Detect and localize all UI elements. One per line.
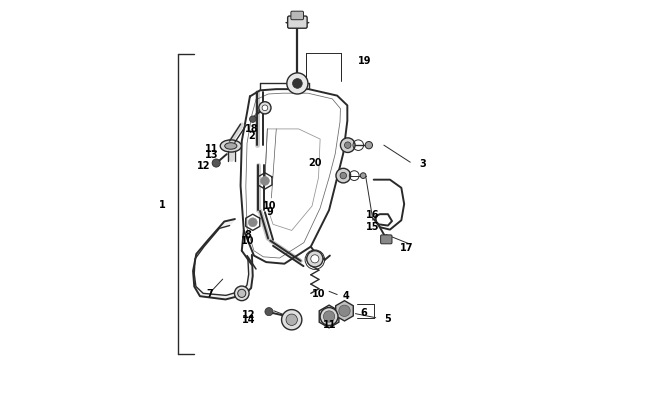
Text: 20: 20 <box>308 158 322 168</box>
Text: 14: 14 <box>242 315 255 324</box>
Circle shape <box>238 290 246 298</box>
Circle shape <box>307 251 323 267</box>
Text: 10: 10 <box>241 235 255 245</box>
Circle shape <box>360 173 366 179</box>
Circle shape <box>292 79 302 89</box>
Text: 6: 6 <box>360 307 367 317</box>
Ellipse shape <box>220 141 241 153</box>
Text: 5: 5 <box>385 313 391 323</box>
Polygon shape <box>193 220 253 300</box>
Text: 8: 8 <box>244 229 252 239</box>
Circle shape <box>339 305 350 317</box>
Circle shape <box>320 308 338 326</box>
Circle shape <box>259 102 271 115</box>
FancyBboxPatch shape <box>381 235 392 244</box>
Text: 10: 10 <box>263 200 276 210</box>
Text: 11: 11 <box>323 319 337 329</box>
FancyBboxPatch shape <box>288 17 307 29</box>
Circle shape <box>341 139 355 153</box>
Text: 12: 12 <box>242 309 255 319</box>
Text: 13: 13 <box>205 150 219 160</box>
Text: 16: 16 <box>366 210 380 220</box>
Circle shape <box>344 143 351 149</box>
Circle shape <box>262 106 268 111</box>
Circle shape <box>212 160 220 168</box>
Text: 10: 10 <box>312 288 326 298</box>
Circle shape <box>324 311 335 322</box>
Circle shape <box>250 117 256 123</box>
Circle shape <box>248 218 257 227</box>
FancyBboxPatch shape <box>291 12 304 21</box>
Circle shape <box>324 311 334 322</box>
Circle shape <box>235 286 249 301</box>
Polygon shape <box>319 305 339 328</box>
Text: 17: 17 <box>400 242 413 252</box>
Text: 2: 2 <box>248 131 255 141</box>
Text: 19: 19 <box>358 56 371 66</box>
Text: 15: 15 <box>366 221 380 231</box>
Circle shape <box>265 308 273 316</box>
Text: 1: 1 <box>159 200 166 209</box>
Circle shape <box>287 74 308 95</box>
Text: 11: 11 <box>205 144 219 154</box>
Text: 18: 18 <box>245 124 259 134</box>
Text: 7: 7 <box>206 289 213 298</box>
Circle shape <box>286 314 298 326</box>
Circle shape <box>311 255 319 263</box>
Circle shape <box>281 310 302 330</box>
Text: 3: 3 <box>419 159 426 169</box>
Text: 9: 9 <box>266 207 273 216</box>
Circle shape <box>365 142 372 149</box>
Circle shape <box>261 177 269 186</box>
Text: 12: 12 <box>196 161 210 171</box>
Polygon shape <box>335 301 354 321</box>
Ellipse shape <box>225 143 237 150</box>
Circle shape <box>336 169 350 183</box>
Text: 4: 4 <box>343 291 350 301</box>
Circle shape <box>340 173 346 179</box>
